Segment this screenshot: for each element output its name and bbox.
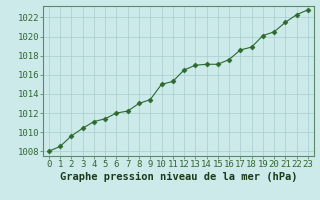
X-axis label: Graphe pression niveau de la mer (hPa): Graphe pression niveau de la mer (hPa) bbox=[60, 172, 297, 182]
